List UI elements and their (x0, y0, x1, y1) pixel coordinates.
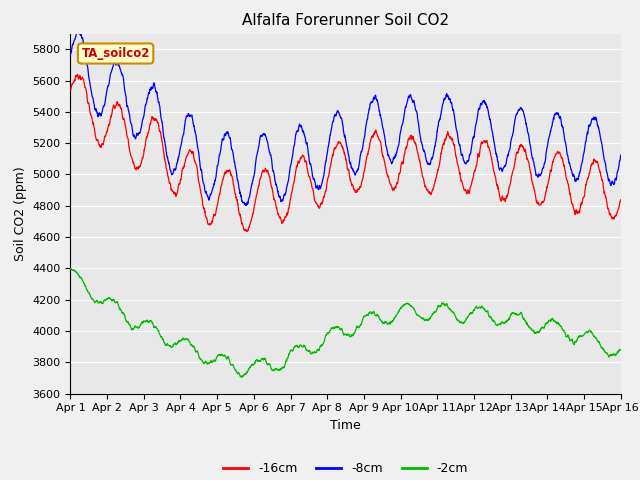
Title: Alfalfa Forerunner Soil CO2: Alfalfa Forerunner Soil CO2 (242, 13, 449, 28)
Text: TA_soilco2: TA_soilco2 (81, 47, 150, 60)
X-axis label: Time: Time (330, 419, 361, 432)
Y-axis label: Soil CO2 (ppm): Soil CO2 (ppm) (14, 166, 27, 261)
Legend: -16cm, -8cm, -2cm: -16cm, -8cm, -2cm (218, 457, 473, 480)
